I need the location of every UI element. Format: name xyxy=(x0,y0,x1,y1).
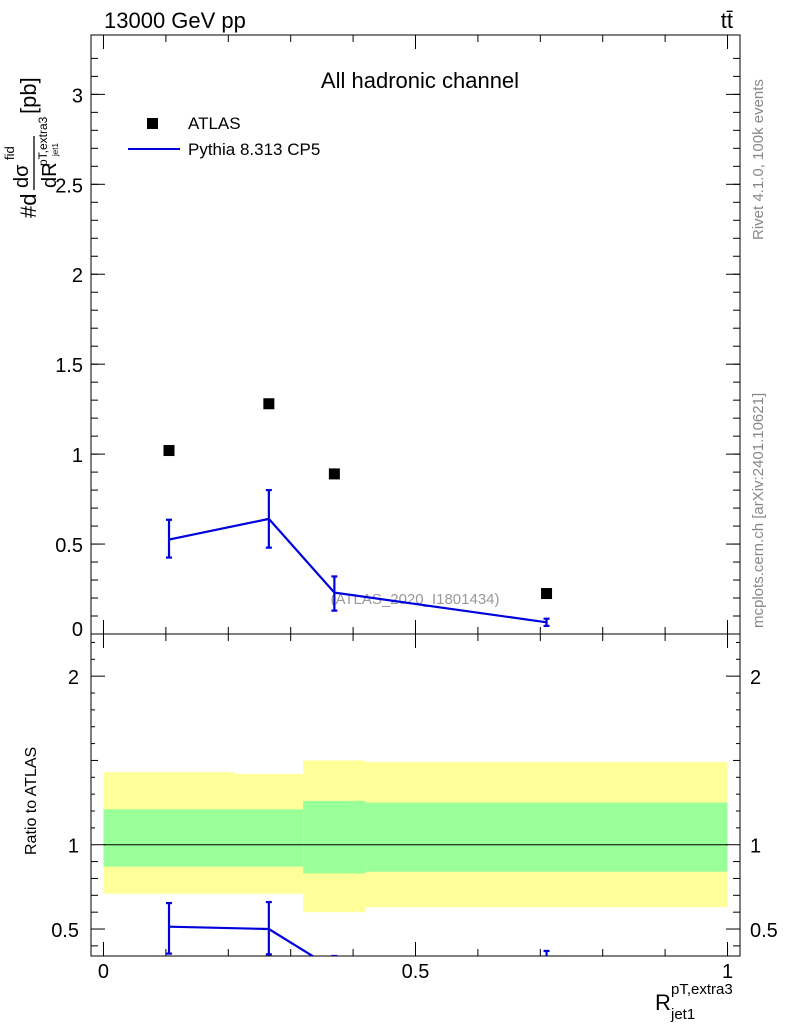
channel-title: All hadronic channel xyxy=(321,68,519,93)
y-title-hash-d: #d xyxy=(16,194,41,218)
y-title-numerator: dσ xyxy=(11,164,33,188)
inner-band-bin-1 xyxy=(234,809,304,867)
y-title-unit: [pb] xyxy=(16,77,41,114)
main-plot-marks xyxy=(163,398,553,628)
x-tick-label: 0.5 xyxy=(402,961,430,983)
y-title-sup: fid xyxy=(2,146,17,160)
y-top-tick-label: 1 xyxy=(72,445,83,467)
y-ratio-tick-label-right: 2 xyxy=(750,667,761,689)
y-ratio-tick-label-right: 1 xyxy=(750,836,761,858)
inner-band-bin-3 xyxy=(365,802,728,872)
ratio-plot-marks xyxy=(166,900,550,956)
source-label: mcplots.cern.ch [arXiv:2401.10621] xyxy=(750,393,767,628)
process-label: tt̄ xyxy=(721,8,733,33)
y-axis-title-top: #d dσ fid dR pT,extra3 jet1 [pb] xyxy=(2,77,61,218)
y-axis-title-ratio: Ratio to ATLAS xyxy=(23,747,40,855)
y-top-tick-label: 0 xyxy=(72,619,83,641)
y-top-tick-label: 3 xyxy=(72,85,83,107)
legend-data-label: ATLAS xyxy=(188,114,241,133)
x-title-sup: pT,extra3 xyxy=(671,981,733,998)
axis-tick-labels: 0 0.5 1 1.5 2 2.5 3 0.5 0.5 1 1 2 2 0 0.5 1 xyxy=(51,85,778,983)
y-title-denominator: dR xyxy=(39,162,61,188)
atlas-data-point-0 xyxy=(163,445,175,457)
rivet-version-label: Rivet 4.1.0, 100k events xyxy=(750,79,767,240)
x-title-base: R xyxy=(655,990,671,1015)
inner-band-bin-2 xyxy=(303,800,366,874)
y-top-tick-label: 2 xyxy=(72,265,83,287)
legend-mc-label: Pythia 8.313 CP5 xyxy=(188,140,320,159)
x-tick-label: 0 xyxy=(98,961,109,983)
x-title-sub: jet1 xyxy=(670,1006,695,1023)
y-top-tick-label: 0.5 xyxy=(55,535,83,557)
atlas-data-point-3 xyxy=(541,588,553,600)
y-title-sub-bottom: jet1 xyxy=(51,143,60,157)
axis-ticks xyxy=(91,35,740,956)
analysis-watermark: (ATLAS_2020_I1801434) xyxy=(330,591,499,608)
atlas-data-point-1 xyxy=(263,398,275,410)
energy-label: 13000 GeV pp xyxy=(104,8,246,33)
x-axis-title: R pT,extra3 jet1 xyxy=(655,981,733,1023)
y-ratio-tick-label: 0.5 xyxy=(51,920,79,942)
y-title-sub-top: pT,extra3 xyxy=(36,116,50,166)
x-tick-label: 1 xyxy=(722,961,733,983)
legend-data-marker xyxy=(147,118,158,129)
y-ratio-tick-label-right: 0.5 xyxy=(750,920,778,942)
y-ratio-tick-label: 1 xyxy=(68,836,79,858)
y-top-tick-label: 1.5 xyxy=(55,355,83,377)
mc-ratio-line xyxy=(168,925,315,956)
mc-series-line xyxy=(168,517,547,624)
y-ratio-tick-label: 2 xyxy=(68,667,79,689)
atlas-data-point-2 xyxy=(328,468,340,480)
inner-band-bin-0 xyxy=(103,809,235,867)
uncertainty-bands xyxy=(103,760,728,913)
y-top-tick-label: 2.5 xyxy=(55,175,83,197)
